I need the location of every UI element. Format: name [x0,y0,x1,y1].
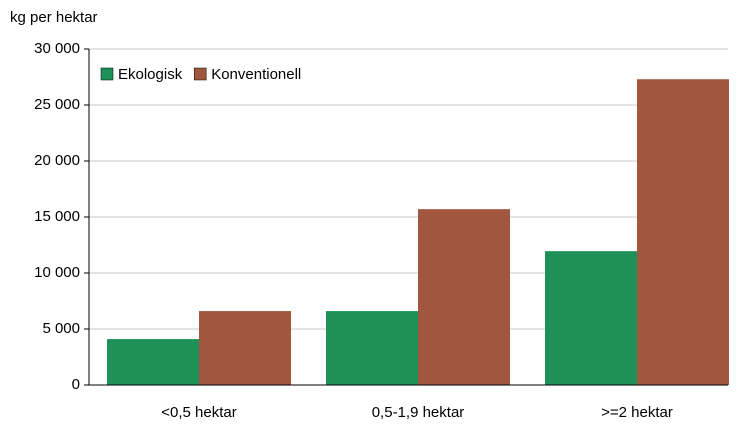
y-tick-label: 25 000 [34,96,80,113]
x-tick-label: <0,5 hektar [161,404,236,421]
legend-swatch [100,67,114,81]
y-tick-label: 10 000 [34,264,80,281]
bar [107,339,199,385]
y-tick-label: 20 000 [34,152,80,169]
bar [326,311,418,385]
legend-swatch [193,67,207,81]
bar [637,79,729,386]
legend-label: Konventionell [211,66,301,83]
x-tick-label: 0,5-1,9 hektar [372,404,465,421]
y-tick-label: 15 000 [34,208,80,225]
y-tick-label: 0 [72,376,80,393]
bar [545,251,637,385]
bar [199,311,291,385]
y-tick-label: 5 000 [42,320,80,337]
y-tick-label: 30 000 [34,40,80,57]
x-tick-label: >=2 hektar [601,404,673,421]
y-axis-label: kg per hektar [10,9,98,26]
legend-label: Ekologisk [118,66,183,83]
bar [418,209,510,385]
